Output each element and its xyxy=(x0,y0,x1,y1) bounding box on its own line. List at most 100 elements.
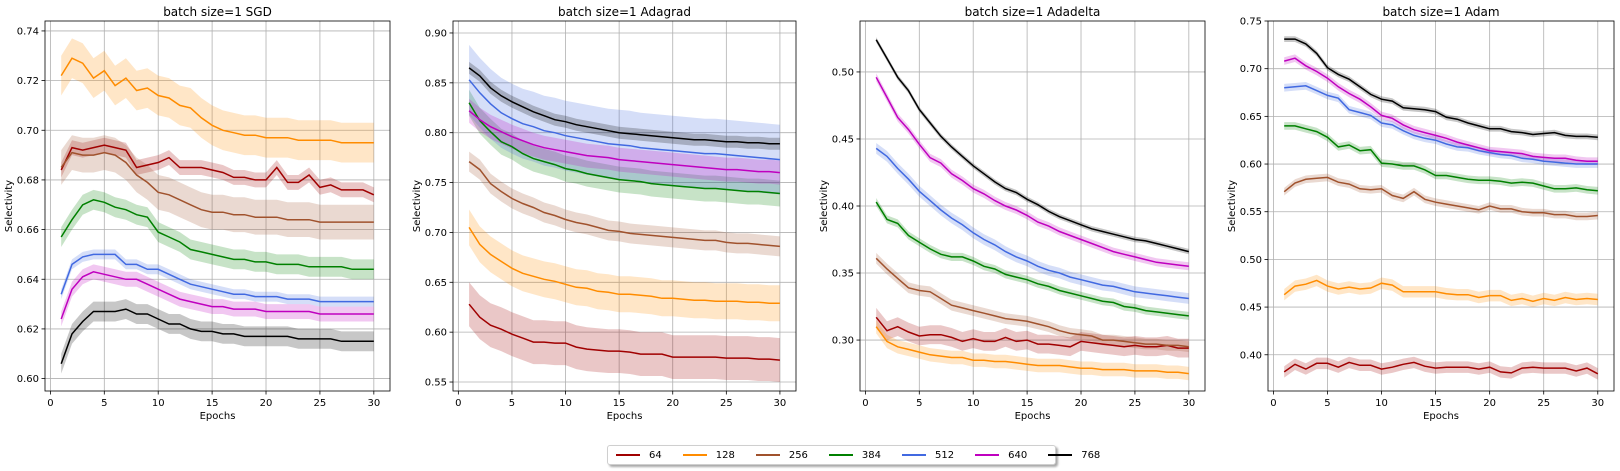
series-line-128 xyxy=(468,227,780,304)
series-line-512 xyxy=(468,79,780,161)
chart-panel-1: 0 5 10 15 20 25 30 0.60 0.62 0.64 0.66 0.68 0.70 0.72… xyxy=(4,5,391,422)
x-axis-label: Epochs xyxy=(200,411,236,422)
x-axis-label: Epochs xyxy=(607,411,643,422)
x-tick-label: 25 xyxy=(1129,398,1142,409)
y-tick-label: 0.35 xyxy=(832,269,854,280)
y-tick-label: 0.70 xyxy=(425,228,447,239)
legend-item-128: 128 xyxy=(682,449,735,461)
legend-label-768: 768 xyxy=(1081,449,1101,461)
y-tick-label: 0.30 xyxy=(832,336,854,347)
legend-item-512: 512 xyxy=(902,450,954,461)
legend-label-64: 64 xyxy=(649,449,662,461)
legend-swatch-256 xyxy=(755,454,780,456)
y-tick-label: 0.66 xyxy=(17,225,39,236)
series-line-128 xyxy=(60,57,374,144)
x-tick-label: 5 xyxy=(916,398,922,409)
y-tick-label: 0.75 xyxy=(1240,17,1262,28)
series-line-384 xyxy=(1284,125,1598,192)
y-tick-label: 0.80 xyxy=(425,128,447,139)
y-tick-label: 0.64 xyxy=(17,275,39,286)
plot-frame xyxy=(452,20,797,392)
legend-label-640: 640 xyxy=(1008,449,1028,461)
x-tick-label: 25 xyxy=(314,398,327,409)
x-tick-label: 15 xyxy=(1021,398,1034,409)
x-tick-label: 15 xyxy=(206,398,219,409)
series-band-768 xyxy=(61,299,374,374)
y-tick-label: 0.60 xyxy=(425,328,447,339)
series-band-256 xyxy=(1284,173,1598,221)
y-axis-label: Selectivity xyxy=(1227,180,1238,232)
legend-item-384: 384 xyxy=(828,449,882,461)
series-line-384 xyxy=(468,102,780,195)
y-tick-label: 0.65 xyxy=(1240,112,1262,123)
series-band-64 xyxy=(61,137,374,203)
x-tick-label: 25 xyxy=(720,398,733,409)
chart-panel-4: 0 5 10 15 20 25 30 0.40 0.45 0.50 0.55 0.60 0.65 0.70… xyxy=(1227,5,1615,422)
x-tick-label: 20 xyxy=(1483,398,1496,409)
series-line-128 xyxy=(1283,279,1598,303)
legend-swatch-128 xyxy=(682,454,707,456)
x-tick-label: 25 xyxy=(1537,398,1550,409)
series-line-512 xyxy=(1284,85,1598,165)
y-tick-label: 0.60 xyxy=(17,374,39,385)
x-tick-label: 10 xyxy=(559,398,572,409)
x-tick-label: 30 xyxy=(1591,398,1604,409)
series-band-512 xyxy=(469,44,780,195)
x-tick-label: 5 xyxy=(1324,398,1330,409)
x-axis-label: Epochs xyxy=(1015,411,1051,422)
x-tick-label: 5 xyxy=(509,398,515,409)
series-line-640 xyxy=(875,76,1189,268)
plot-frame xyxy=(44,20,391,392)
x-tick-label: 10 xyxy=(967,398,980,409)
legend-swatch-768 xyxy=(1048,454,1073,456)
series-line-640 xyxy=(60,271,374,320)
series-band-256 xyxy=(469,151,780,257)
series-band-768 xyxy=(1284,36,1598,141)
series-line-768 xyxy=(1284,38,1598,139)
series-line-64 xyxy=(60,144,375,196)
series-line-64 xyxy=(875,316,1189,349)
series-line-64 xyxy=(1283,361,1599,375)
y-tick-label: 0.62 xyxy=(17,324,39,335)
x-tick-label: 30 xyxy=(774,398,787,409)
series-band-768 xyxy=(469,61,780,150)
chart-panel-2: 0 5 10 15 20 25 30 0.55 0.60 0.65 0.70 0.75 0.80 0.85… xyxy=(412,5,797,422)
series-band-256 xyxy=(876,252,1189,353)
legend: 64 128 256 384 512 640 768 xyxy=(607,445,1100,465)
series-band-256 xyxy=(61,135,374,240)
y-tick-label: 0.45 xyxy=(1240,303,1262,314)
series-line-768 xyxy=(875,39,1189,253)
series-band-512 xyxy=(61,249,374,307)
y-tick-label: 0.74 xyxy=(17,26,39,37)
chart-title: batch size=1 Adadelta xyxy=(965,5,1101,19)
series-band-128 xyxy=(876,319,1189,381)
series-line-640 xyxy=(1284,57,1598,162)
legend-label-128: 128 xyxy=(715,449,735,461)
y-axis-label: Selectivity xyxy=(819,180,830,232)
y-tick-label: 0.72 xyxy=(17,76,39,87)
series-band-128 xyxy=(61,38,374,163)
series-band-640 xyxy=(469,98,780,185)
y-tick-label: 0.65 xyxy=(425,278,447,289)
x-tick-label: 15 xyxy=(613,398,626,409)
chart-title: batch size=1 Adam xyxy=(1382,5,1499,19)
y-tick-label: 0.40 xyxy=(1240,350,1262,361)
series-band-384 xyxy=(61,189,374,280)
y-tick-label: 0.55 xyxy=(425,378,447,389)
x-axis-label: Epochs xyxy=(1423,411,1459,422)
series-line-256 xyxy=(1283,176,1598,218)
legend-swatch-512 xyxy=(902,454,927,456)
series-band-384 xyxy=(469,89,780,207)
y-tick-label: 0.50 xyxy=(832,67,854,78)
x-tick-label: 30 xyxy=(367,398,380,409)
series-line-768 xyxy=(60,308,374,364)
series-line-256 xyxy=(875,257,1189,348)
legend-item-640: 640 xyxy=(975,450,1027,461)
plot-frame xyxy=(1267,20,1615,392)
x-tick-label: 20 xyxy=(260,398,273,409)
y-tick-label: 0.60 xyxy=(1240,160,1262,171)
x-tick-label: 30 xyxy=(1182,398,1195,409)
y-tick-label: 0.70 xyxy=(1240,64,1262,75)
legend-label-384: 384 xyxy=(861,449,882,461)
y-tick-label: 0.90 xyxy=(425,28,447,39)
